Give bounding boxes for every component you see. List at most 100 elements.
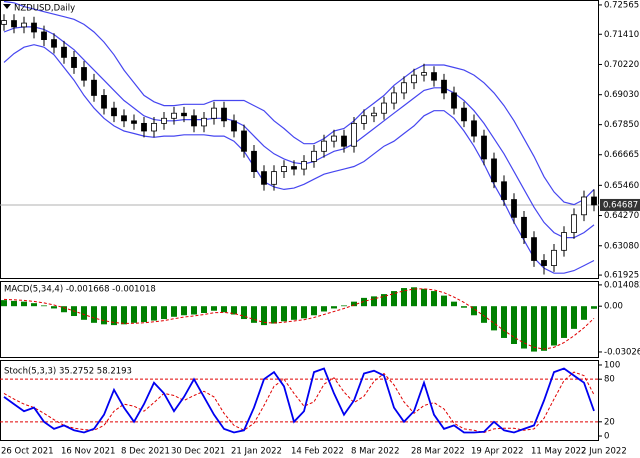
macd-bar: [261, 306, 267, 326]
macd-bar: [381, 294, 387, 307]
macd-bar: [531, 306, 537, 352]
x-tick-label: 26 Oct 2021: [1, 447, 54, 457]
macd-bar: [391, 291, 397, 307]
y-tick-label: 0.63080: [604, 241, 639, 251]
macd-bar: [441, 295, 447, 307]
macd-bar: [371, 296, 377, 307]
macd-bar: [461, 306, 467, 308]
macd-bar: [541, 306, 547, 351]
macd-bar: [561, 306, 567, 338]
candle-body: [491, 158, 497, 183]
candle-body: [531, 237, 537, 261]
macd-bar: [481, 306, 487, 323]
signal-line: [3, 288, 595, 350]
candle-body: [391, 92, 397, 104]
x-tick-label: 21 Jan 2022: [231, 447, 282, 457]
x-tick-label: 19 Apr 2022: [471, 447, 524, 457]
candle-body: [541, 260, 547, 266]
candle-body: [441, 79, 447, 94]
macd-bar: [41, 305, 47, 307]
candle-body: [521, 216, 527, 239]
candle-body: [571, 214, 577, 233]
stoch-panel-frame: [0, 360, 599, 441]
candle-body: [61, 46, 67, 58]
candle-body: [331, 135, 337, 142]
candle-body: [201, 117, 207, 127]
candle-body: [151, 122, 157, 132]
candle-body: [291, 166, 297, 170]
candle-body: [461, 107, 467, 122]
candle-body: [481, 135, 487, 160]
macd-bar: [301, 306, 307, 319]
candle-body: [421, 72, 427, 76]
x-tick-label: 28 Mar 2022: [411, 447, 465, 457]
macd-bar: [161, 306, 167, 320]
macd-bar: [581, 306, 587, 320]
band-lower: [3, 44, 595, 274]
candle-body: [401, 82, 407, 94]
macd-bar: [181, 306, 187, 316]
candle-body: [91, 79, 97, 96]
macd-bar: [571, 306, 577, 329]
candle-body: [581, 196, 587, 216]
candle-body: [321, 140, 327, 152]
y-tick-label: 20: [604, 417, 615, 427]
y-tick-label: 0.00: [604, 302, 623, 312]
candle-body: [471, 120, 477, 137]
y-tick-label: -0.030265: [604, 347, 640, 357]
price-title: NZDUSD,Daily: [14, 4, 75, 14]
y-tick-label: 0.64270: [604, 211, 639, 221]
y-tick-label: 0.70220: [604, 60, 639, 70]
candle-body: [271, 171, 277, 185]
macd-bar: [451, 301, 457, 307]
macd-bar: [501, 306, 507, 338]
macd-bar: [91, 306, 97, 323]
macd-bar: [211, 306, 217, 311]
macd-bar: [351, 301, 357, 307]
candle-body: [411, 74, 417, 84]
macd-bar: [401, 288, 407, 307]
macd-bar: [291, 306, 297, 320]
y-tick-label: 0.014082: [604, 280, 640, 290]
macd-bar: [111, 306, 117, 326]
candle-body: [211, 107, 217, 119]
candle-body: [31, 22, 37, 33]
x-tick-label: 30 Dec 2021: [171, 447, 225, 457]
x-tick-label: 16 Nov 2021: [61, 447, 115, 457]
candle-body: [281, 166, 287, 173]
candle-body: [591, 196, 597, 206]
macd-bar: [411, 287, 417, 307]
macd-bar: [421, 288, 427, 307]
x-tick-label: 14 Feb 2022: [291, 447, 344, 457]
macd-bar: [551, 306, 557, 346]
y-tick-label: 0: [604, 432, 609, 442]
candle-body: [161, 117, 167, 124]
stoch-k-line: [3, 367, 595, 434]
candle-body: [451, 92, 457, 109]
candle-body: [371, 112, 377, 117]
y-tick-label: 80: [604, 375, 615, 385]
y-tick-label: 0.71410: [604, 30, 639, 40]
candle-body: [551, 249, 557, 266]
macd-bar: [521, 306, 527, 349]
candle-body: [41, 31, 47, 40]
candle-body: [181, 112, 187, 117]
macd-bar: [201, 306, 207, 313]
x-tick-label: 11 May 2022: [531, 447, 586, 457]
macd-bar: [471, 306, 477, 316]
stoch-title: Stoch(5,3,3) 35.2752 58.2193: [4, 367, 132, 377]
candle-body: [11, 20, 17, 28]
y-tick-label: 0.72565: [604, 0, 639, 10]
macd-bar: [241, 306, 247, 320]
candle-body: [101, 95, 107, 109]
last-price-box: [600, 198, 640, 211]
candle-body: [71, 56, 77, 68]
macd-bar: [141, 306, 147, 323]
band-middle: [3, 26, 595, 239]
macd-bar: [11, 300, 17, 307]
macd-bar: [21, 301, 27, 307]
price-panel-frame: [0, 0, 599, 279]
macd-bar: [311, 306, 317, 316]
